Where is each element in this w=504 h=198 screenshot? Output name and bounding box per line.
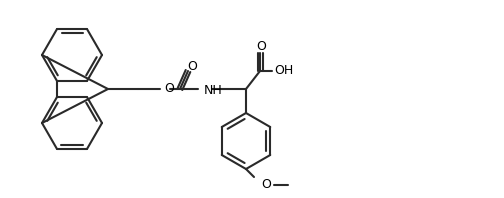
Text: O: O [256,41,266,53]
Text: O: O [261,179,271,191]
Text: OH: OH [274,65,293,77]
Text: NH: NH [204,84,223,96]
Text: O: O [187,61,197,73]
Text: O: O [164,83,174,95]
